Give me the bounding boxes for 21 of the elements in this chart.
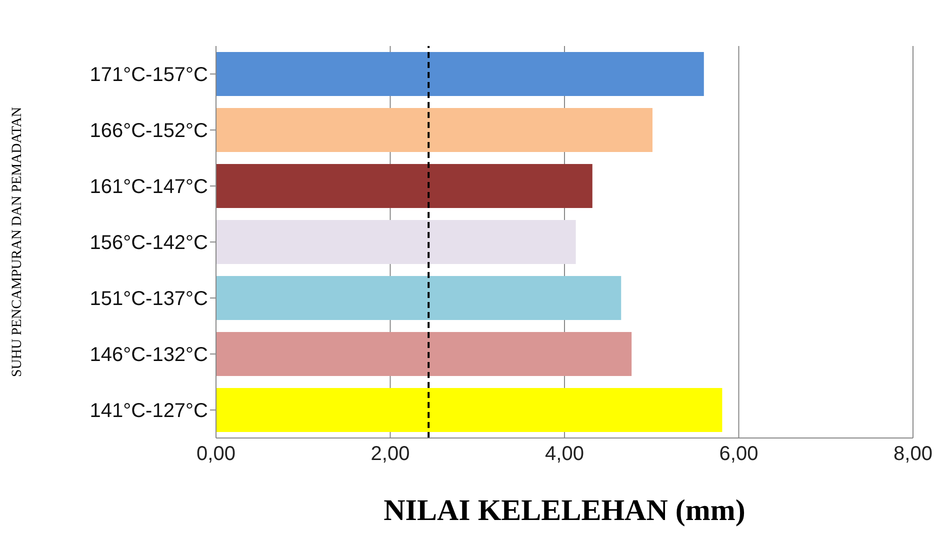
bar xyxy=(216,332,632,376)
y-tick-label: 146°C-132°C xyxy=(90,344,208,366)
y-tick-label: 151°C-137°C xyxy=(90,288,208,310)
y-tick-label: 171°C-157°C xyxy=(90,64,208,86)
bar xyxy=(216,220,576,264)
bar xyxy=(216,164,592,208)
bar xyxy=(216,276,622,320)
y-tick-label: 141°C-127°C xyxy=(90,400,208,422)
x-tick-label: 6,00 xyxy=(719,443,758,466)
x-axis-title: NILAI KELELEHAN (mm) xyxy=(384,494,746,527)
bar xyxy=(216,388,722,432)
x-tick-label: 4,00 xyxy=(545,443,584,466)
x-tick-label: 2,00 xyxy=(370,443,410,466)
y-axis-title: SUHU PENCAMPURAN DAN PEMADATAN xyxy=(10,107,25,377)
y-tick-label: 161°C-147°C xyxy=(90,176,208,198)
bar xyxy=(216,52,704,96)
x-tick-label: 8,00 xyxy=(894,443,932,466)
x-tick-label: 0,00 xyxy=(196,443,236,466)
y-tick-label: 156°C-142°C xyxy=(90,232,208,254)
bar xyxy=(216,108,652,152)
y-tick-label: 166°C-152°C xyxy=(90,120,208,142)
